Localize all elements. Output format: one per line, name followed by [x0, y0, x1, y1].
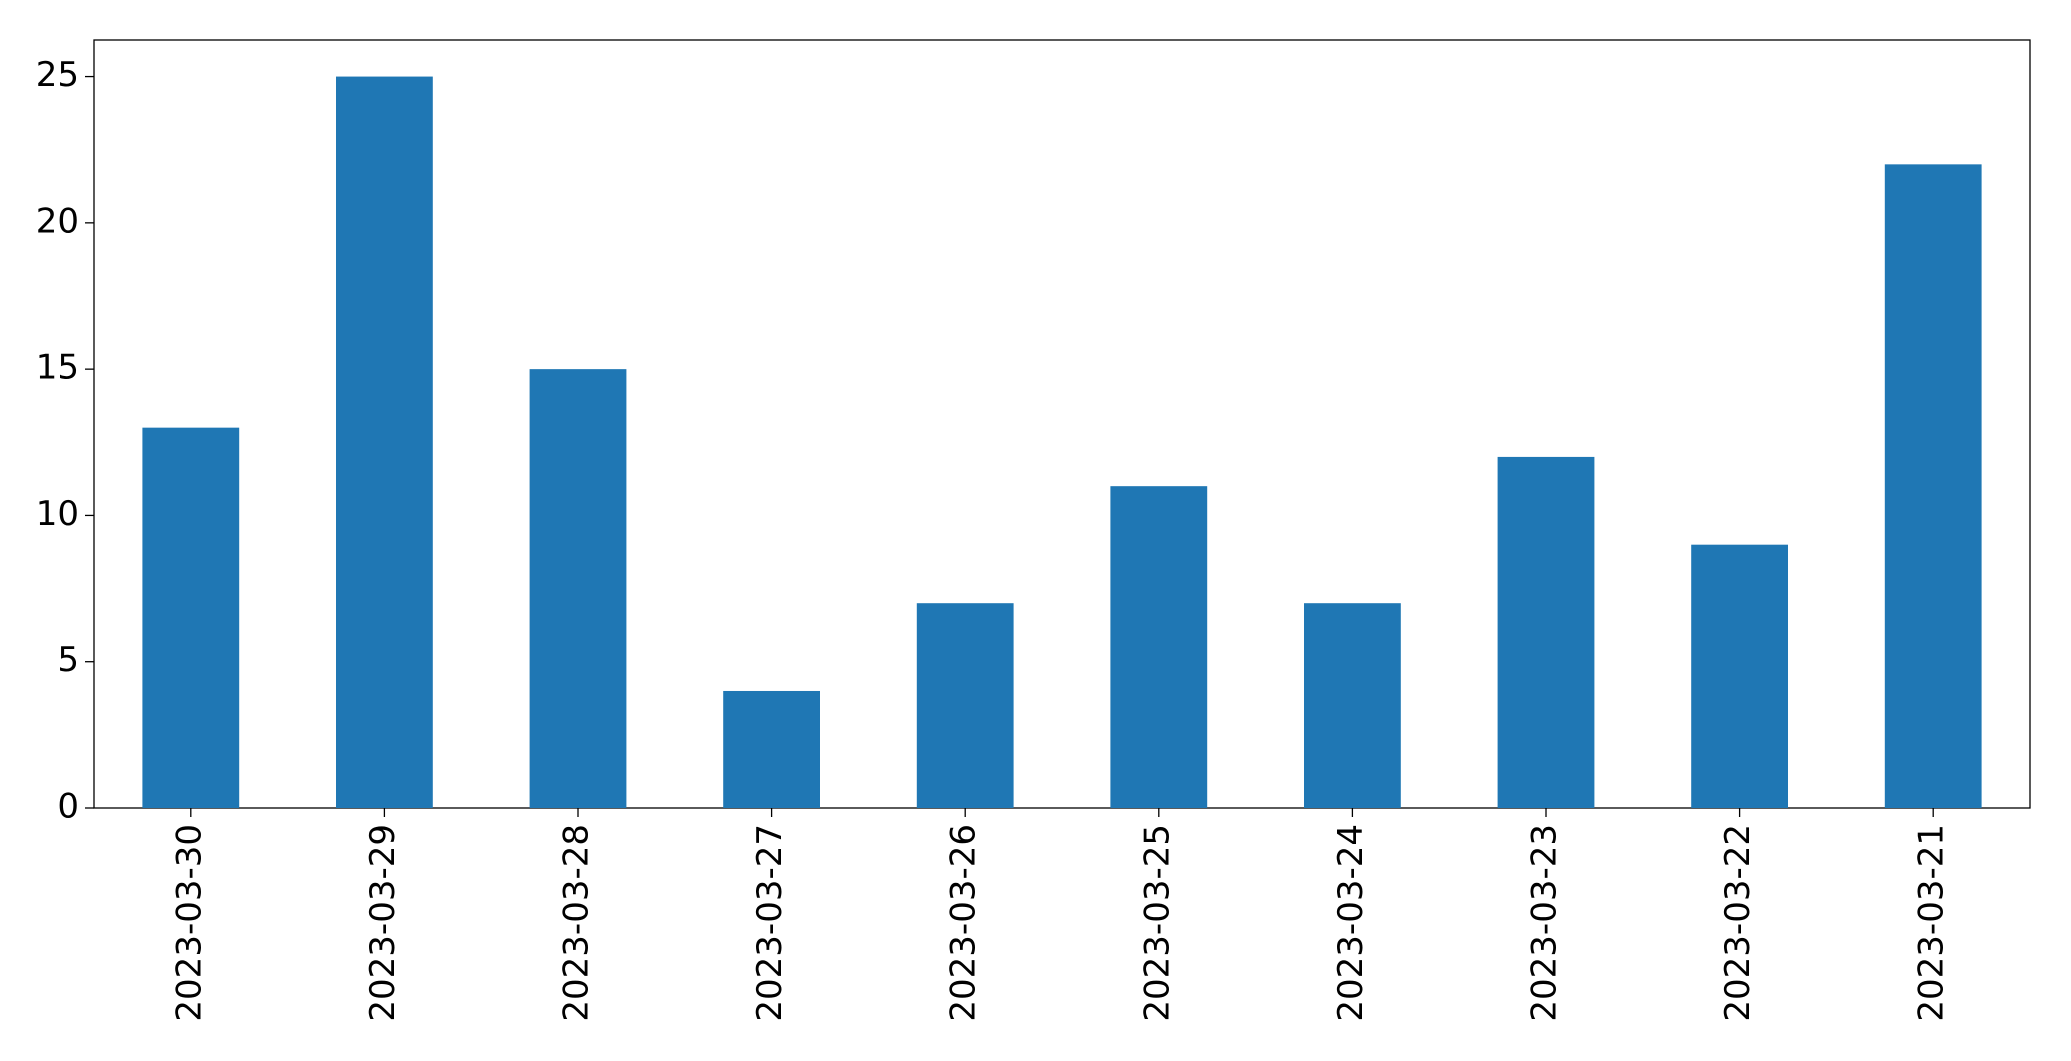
x-tick-label: 2023-03-21: [1912, 824, 1952, 1022]
y-tick-label: 20: [36, 201, 79, 241]
bar: [336, 76, 433, 809]
bar: [1304, 603, 1401, 808]
bar: [1497, 456, 1595, 808]
y-tick-label: 25: [36, 55, 79, 95]
y-tick-label: 0: [57, 787, 79, 827]
bar: [529, 369, 627, 808]
x-tick-label: 2023-03-27: [750, 824, 790, 1022]
bar: [142, 427, 240, 808]
bar: [1110, 486, 1208, 808]
bar: [723, 690, 820, 808]
x-tick-label: 2023-03-23: [1525, 824, 1565, 1022]
axes-frame: [93, 39, 2031, 809]
x-tick-label: 2023-03-29: [363, 824, 403, 1022]
y-tick-label: 15: [36, 348, 79, 388]
y-tick-label: 10: [36, 494, 79, 534]
y-tick-label: 5: [57, 640, 79, 680]
bar: [1884, 164, 1982, 809]
x-tick-label: 2023-03-22: [1718, 824, 1758, 1022]
x-tick-label: 2023-03-24: [1331, 824, 1371, 1022]
x-tick-label: 2023-03-25: [1137, 824, 1177, 1022]
x-tick-label: 2023-03-30: [169, 824, 209, 1022]
bar: [1691, 544, 1788, 808]
bar: [916, 603, 1014, 808]
x-tick-label: 2023-03-28: [557, 824, 597, 1022]
x-tick-label: 2023-03-26: [944, 824, 984, 1022]
